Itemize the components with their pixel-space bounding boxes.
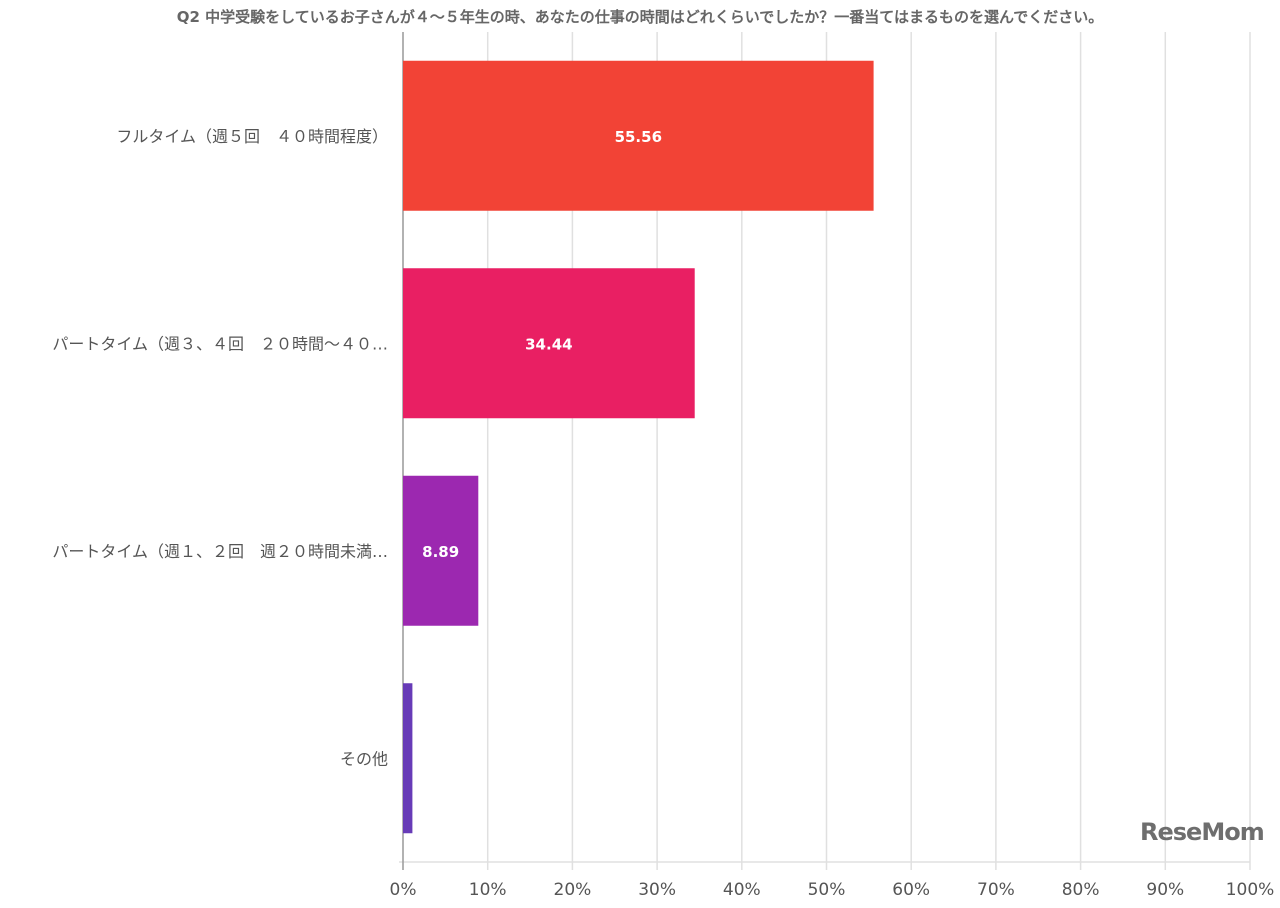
chart-title: Q2 中学受験をしているお子さんが４〜５年生の時、あなたの仕事の時間はどれくらい… (176, 8, 1104, 26)
resemom-watermark-logo: ReseMom (1140, 818, 1265, 846)
category-label: パートタイム（週１、２回 週２０時間未満… (52, 542, 388, 561)
category-label: パートタイム（週３、４回 ２０時間〜４０… (52, 334, 388, 353)
x-tick-label: 50% (808, 880, 846, 900)
x-tick-label: 30% (638, 880, 676, 900)
data-label: 8.89 (422, 543, 459, 561)
category-label: フルタイム（週５回 ４０時間程度） (116, 127, 388, 146)
x-tick-label: 100% (1226, 880, 1275, 900)
x-tick-label: 90% (1146, 880, 1184, 900)
x-tick-label: 10% (469, 880, 507, 900)
bar (403, 268, 695, 419)
data-label: 55.56 (615, 128, 662, 146)
x-tick-label: 40% (723, 880, 761, 900)
x-tick-label: 60% (892, 880, 930, 900)
category-label: その他 (340, 749, 388, 768)
bar (403, 60, 874, 211)
bar (403, 683, 413, 834)
bar (403, 475, 479, 626)
x-tick-label: 70% (977, 880, 1015, 900)
x-tick-label: 80% (1062, 880, 1100, 900)
x-tick-label: 0% (390, 880, 417, 900)
x-tick-label: 20% (554, 880, 592, 900)
data-label: 34.44 (525, 335, 572, 353)
